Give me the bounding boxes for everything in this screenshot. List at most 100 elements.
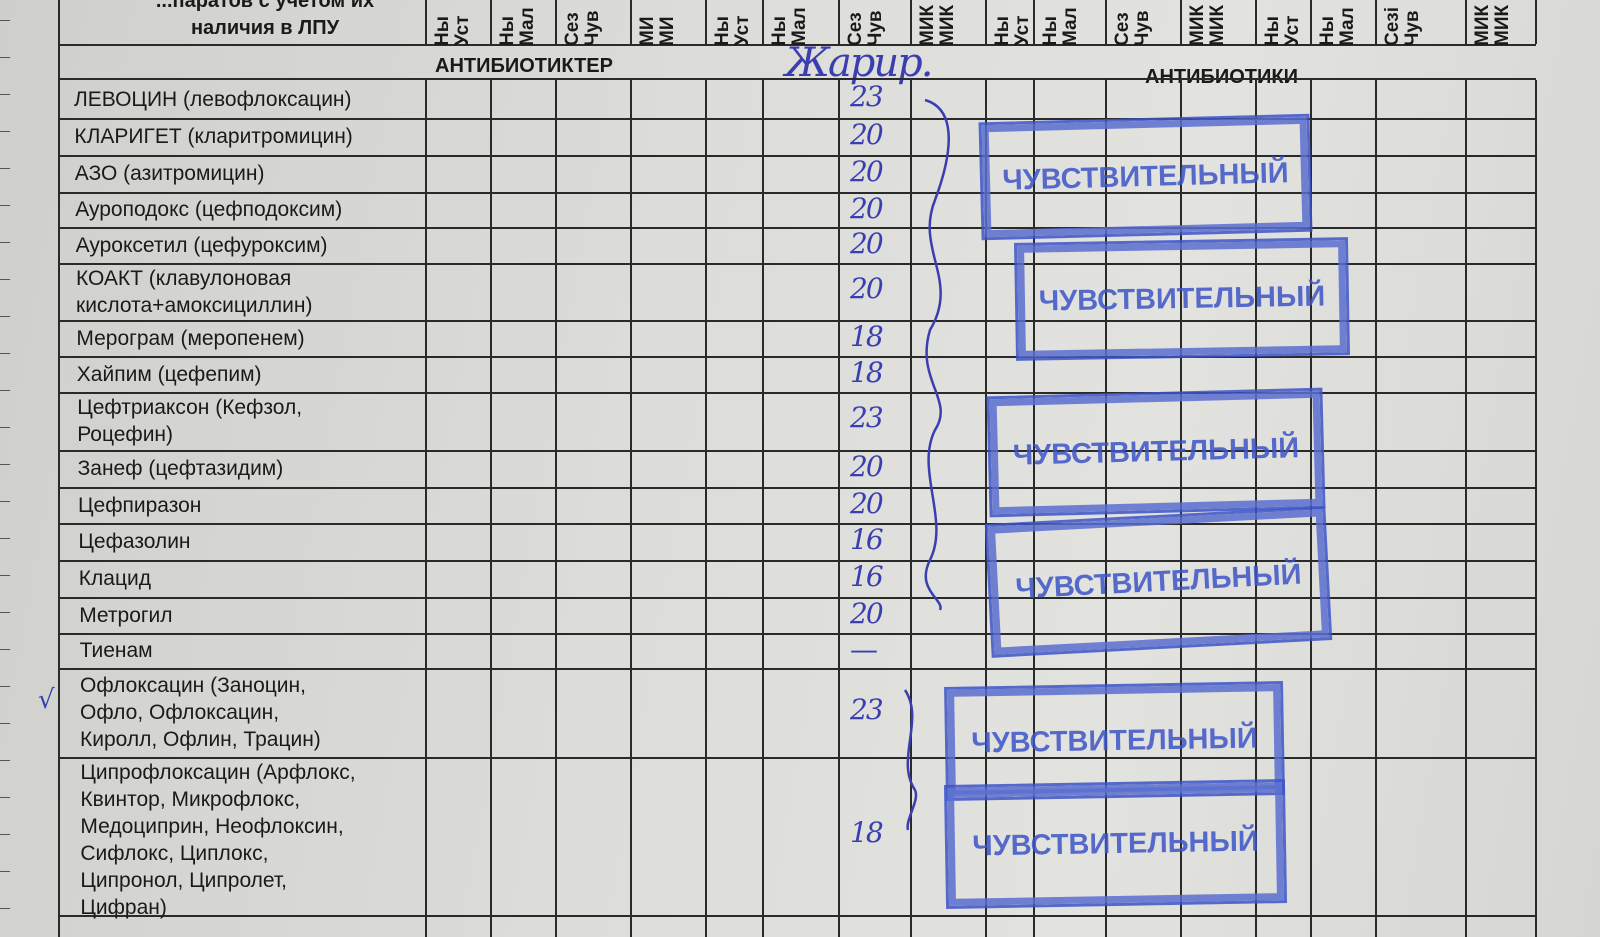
column-divider	[555, 0, 557, 44]
margin-tick	[0, 131, 10, 132]
column-divider	[838, 0, 840, 44]
margin-tick	[0, 723, 10, 724]
table-row: Тиенам —	[60, 633, 1536, 668]
margin-tick	[0, 427, 10, 428]
sensitivity-zone-value: 23	[850, 692, 884, 726]
column-divider	[630, 80, 632, 937]
sensitivity-zone-value: 20	[850, 597, 884, 630]
drug-name: КЛАРИГЕТ (кларитромицин)	[74, 125, 353, 148]
table-row: Ауроподокс (цефподоксим) 20	[60, 192, 1536, 227]
table-row: Мерограм (меропенем) 18	[60, 320, 1536, 356]
column-divider	[705, 80, 707, 937]
margin-tick	[0, 834, 10, 835]
table-left-border	[58, 0, 60, 937]
table-row: ЛЕВОЦИН (левофлоксацин) 23	[60, 80, 1536, 118]
column-divider	[1375, 80, 1377, 937]
margin-tick	[0, 612, 10, 613]
column-divider	[490, 0, 492, 44]
sensitivity-zone-value: 18	[850, 320, 884, 353]
drug-name: Мерограм (меропенем)	[76, 326, 305, 350]
margin-tick	[0, 353, 10, 354]
sensitivity-zone-value: 20	[850, 487, 884, 520]
drug-name: ЛЕВОЦИН (левофлоксацин)	[74, 87, 352, 111]
column-divider	[425, 0, 427, 44]
drug-name: Метрогил	[79, 603, 173, 627]
section-divider	[58, 78, 1536, 80]
column-divider	[1033, 80, 1035, 937]
row-divider	[60, 597, 1536, 599]
sensitivity-zone-value: 23	[850, 401, 884, 434]
table-row: Цефтриаксон (Кефзол, Роцефин) 23	[60, 392, 1536, 450]
drug-name: КОАКТ (клавулоновая кислота+амоксициллин…	[76, 267, 313, 317]
margin-tick	[0, 464, 10, 465]
sensitivity-zone-value: 20	[850, 450, 884, 483]
row-divider	[60, 155, 1536, 157]
row-divider	[60, 523, 1536, 525]
column-divider	[425, 80, 427, 937]
drug-name: Офлоксацин (Заноцин, Офло, Офлоксацин, К…	[80, 674, 321, 751]
drug-name: Хайпим (цефепим)	[76, 362, 262, 386]
column-divider	[1310, 80, 1312, 937]
row-divider	[60, 560, 1536, 562]
table-row: Цефпиразон 20	[60, 487, 1536, 523]
column-divider	[1255, 80, 1257, 937]
drug-name: Тиенам	[79, 639, 153, 662]
table-row: Клацид 16	[60, 560, 1536, 597]
margin-tick	[0, 797, 10, 798]
sensitivity-zone-value: 20	[850, 192, 884, 225]
row-divider	[60, 118, 1536, 120]
margin-tick	[0, 242, 10, 243]
table-row: Хайпим (цефепим) 18	[60, 356, 1536, 392]
row-divider	[60, 757, 1536, 759]
sensitivity-zone-value: 20	[850, 118, 884, 151]
column-divider	[1180, 0, 1182, 44]
table-row: Цефазолин 16	[60, 523, 1536, 560]
column-divider	[490, 80, 492, 937]
margin-tick	[0, 501, 10, 502]
sensitivity-zone-value: 20	[850, 155, 884, 188]
margin-tick	[0, 760, 10, 761]
sensitivity-zone-value: 16	[850, 523, 884, 556]
column-divider	[1255, 0, 1257, 44]
row-divider	[60, 263, 1536, 265]
drug-name: Цефтриаксон (Кефзол, Роцефин)	[77, 396, 303, 446]
column-divider	[1310, 0, 1312, 44]
margin-tick	[0, 20, 10, 21]
margin-tick	[0, 538, 10, 539]
table-row: Метрогил 20	[60, 597, 1536, 633]
drug-name: Ципрофлоксацин (Арфлокс, Квинтор, Микроф…	[80, 761, 356, 919]
column-divider	[910, 0, 912, 44]
column-divider	[1465, 80, 1467, 937]
column-divider	[838, 80, 840, 937]
section-title-ru: АНТИБИОТИКИ	[1145, 66, 1298, 88]
column-divider	[1033, 0, 1035, 44]
sensitivity-zone-value: 16	[850, 560, 884, 593]
table-row: Занеф (цефтазидим) 20	[60, 450, 1536, 487]
column-divider	[705, 0, 707, 44]
column-divider	[1535, 80, 1537, 937]
margin-tick	[0, 908, 10, 909]
margin-tick	[0, 57, 10, 58]
drug-name: Клацид	[78, 567, 151, 590]
table-row: Ципрофлоксацин (Арфлокс, Квинтор, Микроф…	[60, 757, 1536, 919]
drug-name: Ауроксетил (цефуроксим)	[75, 233, 328, 257]
margin-tick	[0, 390, 10, 391]
sensitivity-zone-value: 18	[850, 356, 884, 389]
row-divider	[60, 487, 1536, 489]
column-divider	[1375, 0, 1377, 44]
column-divider	[1105, 80, 1107, 937]
row-divider	[60, 450, 1536, 452]
margin-check-mark: √	[38, 685, 55, 715]
table-row: КЛАРИГЕТ (кларитромицин) 20	[60, 118, 1536, 155]
column-divider	[555, 80, 557, 937]
sensitivity-zone-value: —	[850, 633, 878, 666]
margin-tick	[0, 686, 10, 687]
column-divider	[985, 80, 987, 937]
table-row: КОАКТ (клавулоновая кислота+амоксициллин…	[60, 263, 1536, 320]
row-divider	[60, 915, 1536, 917]
row-divider	[60, 227, 1536, 229]
row-divider	[60, 633, 1536, 635]
table-row: Офлоксацин (Заноцин, Офло, Офлоксацин, К…	[60, 668, 1536, 757]
